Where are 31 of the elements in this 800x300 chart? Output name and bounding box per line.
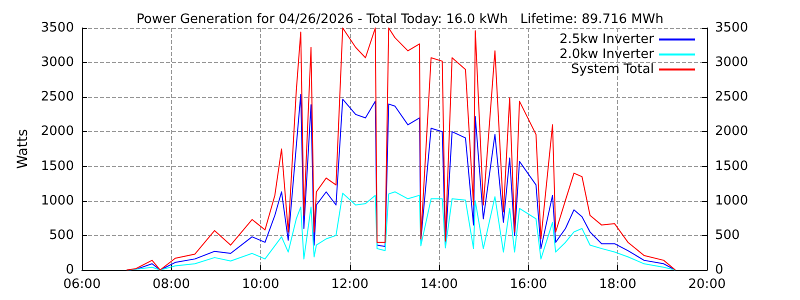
legend-label: 2.5kw Inverter [559, 32, 655, 47]
y2-tick-label: 1500 [715, 158, 748, 174]
y2-tick-label: 2500 [715, 90, 748, 105]
x-tick-label: 14:00 [420, 277, 458, 292]
y2-tick-label: 1000 [715, 193, 748, 208]
y-tick-label: 0 [66, 262, 74, 278]
line-series [126, 28, 676, 270]
y2-tick-label: 3000 [715, 55, 748, 70]
y-tick-label: 500 [49, 228, 74, 243]
y-axis-title: Watts [15, 129, 31, 169]
y2-tick-label: 0 [715, 262, 724, 278]
x-tick-label: 12:00 [331, 277, 369, 292]
y2-tick-label: 2000 [715, 124, 748, 140]
y2-tick-label: 500 [715, 228, 740, 243]
x-tick-label: 18:00 [598, 277, 636, 292]
y-tick-label: 1500 [40, 158, 74, 174]
y-tick-label: 2500 [40, 90, 74, 105]
line-series [126, 191, 676, 270]
x-tick-label: 10:00 [242, 277, 280, 292]
chart-title: Power Generation for 04/26/2026 - Total Today: 16.0 kWh Lifetime: 89.716 MWh [136, 12, 664, 27]
x-tick-label: 16:00 [510, 277, 548, 292]
x-tick-label: 06:00 [63, 277, 101, 292]
x-tick-label: 08:00 [152, 277, 190, 292]
y-tick-label: 2000 [40, 124, 74, 140]
y-tick-label: 3500 [40, 20, 74, 36]
y2-tick-label: 3500 [715, 20, 748, 36]
legend-label: System Total [571, 62, 654, 77]
y-tick-label: 1000 [40, 193, 74, 208]
x-tick-label: 20:00 [688, 277, 726, 292]
legend-label: 2.0kw Inverter [559, 47, 655, 62]
y-tick-label: 3000 [40, 55, 74, 70]
